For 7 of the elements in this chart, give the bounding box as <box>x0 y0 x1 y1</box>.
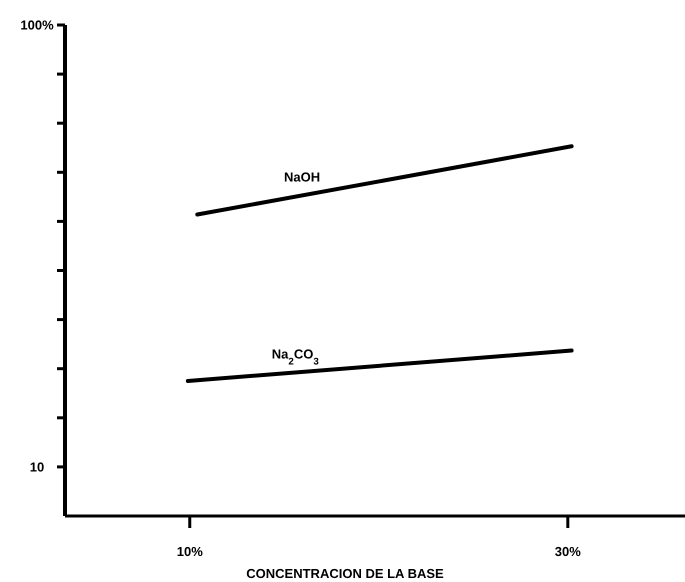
y-tick-label: 100% <box>20 18 54 33</box>
x-axis-title: CONCENTRACION DE LA BASE <box>246 566 444 581</box>
series-label: Na$_{2}$CO$_{3}$ <box>272 346 320 367</box>
y-tick-label: 10 <box>30 459 44 474</box>
x-tick-label: 30% <box>554 544 582 559</box>
series-label: NaOH <box>284 169 320 184</box>
x-tick-label: 10% <box>176 544 204 559</box>
